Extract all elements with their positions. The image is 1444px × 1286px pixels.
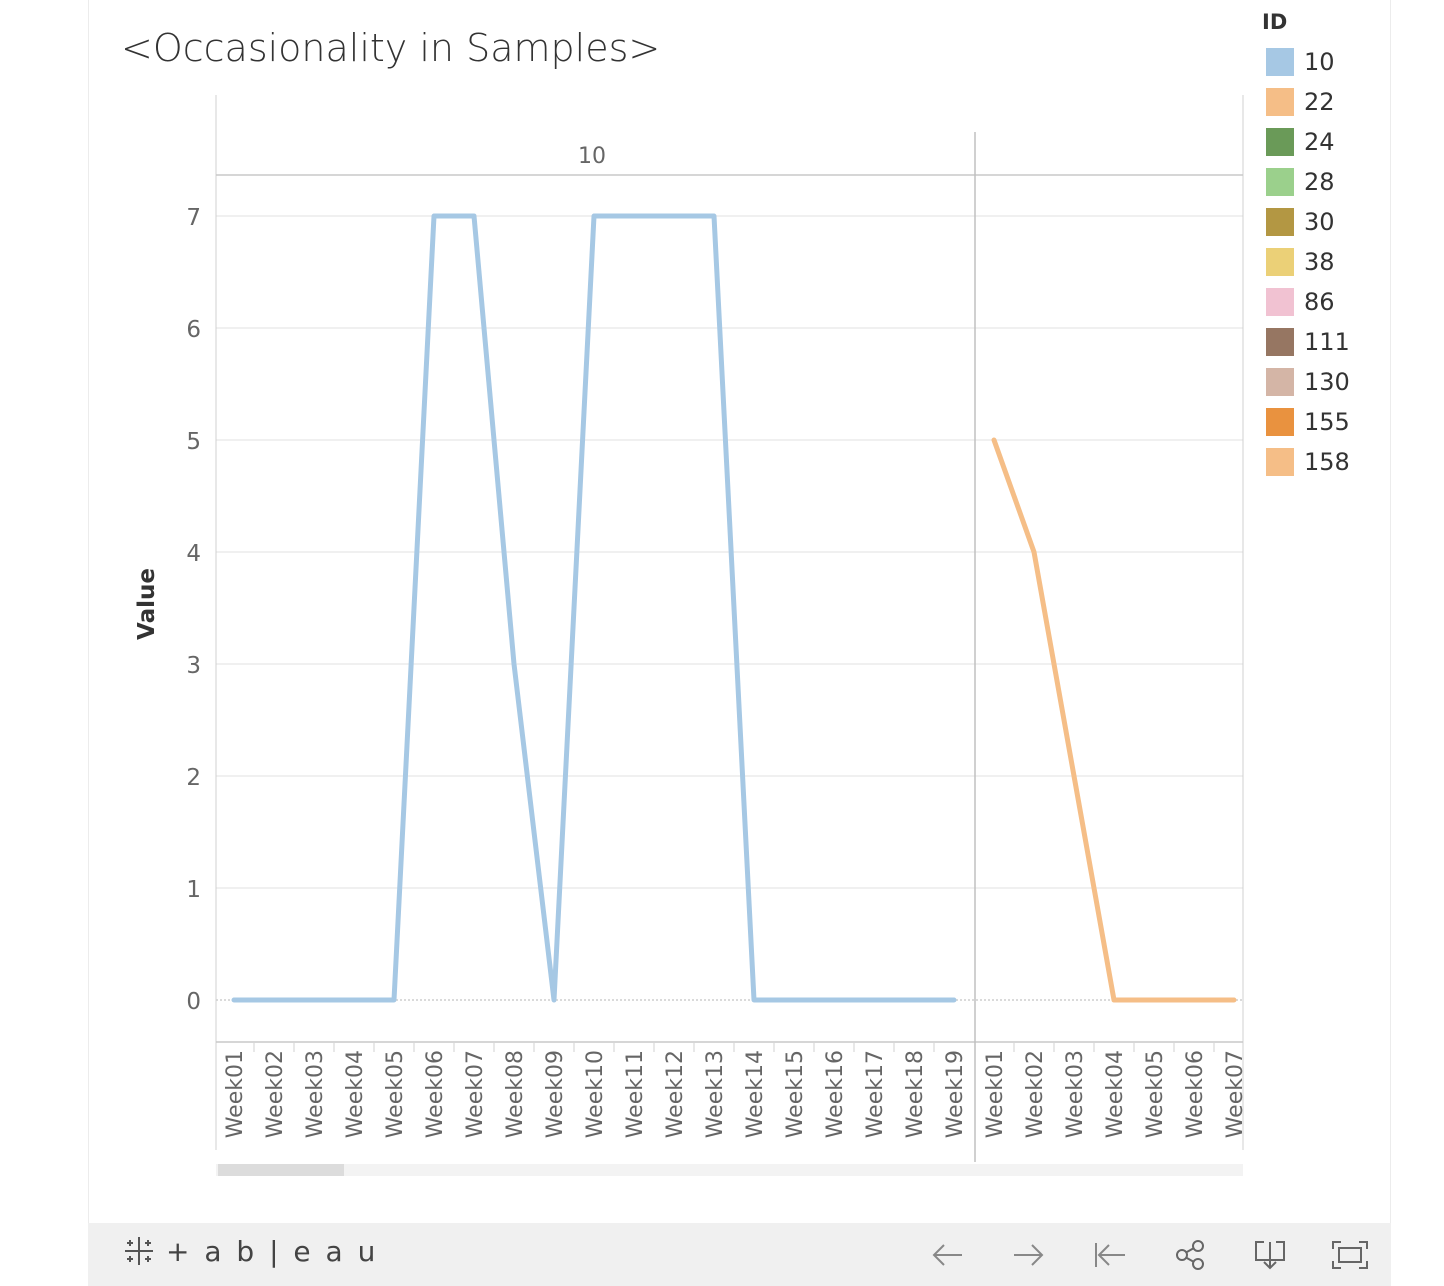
toolbar: + a b | e a u <box>88 1223 1391 1286</box>
y-tick-label: 0 <box>186 989 201 1015</box>
legend-label: 30 <box>1304 208 1335 236</box>
share-button[interactable] <box>1168 1233 1212 1277</box>
legend-swatch <box>1266 448 1294 476</box>
series-line-10 <box>231 213 957 1003</box>
x-tick-label: Week04 <box>343 1050 368 1138</box>
legend-swatch <box>1266 328 1294 356</box>
x-tick-label: Week06 <box>423 1050 448 1138</box>
y-tick-label: 4 <box>186 541 201 567</box>
download-button[interactable] <box>1248 1233 1292 1277</box>
legend-swatch <box>1266 248 1294 276</box>
legend-item[interactable]: 10 <box>1260 42 1350 82</box>
scrollbar-track <box>216 1164 1243 1176</box>
legend-item[interactable]: 111 <box>1260 322 1350 362</box>
y-tick-label: 6 <box>186 317 201 343</box>
x-tick-label: Week01 <box>983 1050 1008 1138</box>
revert-button[interactable] <box>1088 1233 1132 1277</box>
legend-swatch <box>1266 288 1294 316</box>
line-chart[interactable]: 0 1 2 3 4 5 6 7 Value 10 Week01 Week02 Week03 Week04 W… <box>0 0 1444 1200</box>
legend-swatch <box>1266 128 1294 156</box>
legend-label: 22 <box>1304 88 1335 116</box>
legend-swatch <box>1266 368 1294 396</box>
tableau-cross-icon <box>125 1237 153 1265</box>
x-tick-label: Week05 <box>383 1050 408 1138</box>
legend-label: 24 <box>1304 128 1335 156</box>
legend-item[interactable]: 158 <box>1260 442 1350 482</box>
legend-label: 86 <box>1304 288 1335 316</box>
arrow-left-icon <box>932 1244 962 1266</box>
x-tick-label: Week04 <box>1103 1050 1128 1138</box>
legend-item[interactable]: 130 <box>1260 362 1350 402</box>
legend-swatch <box>1266 168 1294 196</box>
legend-item[interactable]: 30 <box>1260 202 1350 242</box>
legend-item[interactable]: 86 <box>1260 282 1350 322</box>
pane-header: 10 <box>578 144 606 169</box>
tableau-logo[interactable]: + a b | e a u <box>122 1234 378 1268</box>
x-tick-label: Week18 <box>903 1050 928 1138</box>
x-tick-label: Week14 <box>743 1050 768 1138</box>
x-tick-label: Week09 <box>543 1050 568 1138</box>
arrow-right-icon <box>1014 1244 1044 1266</box>
fullscreen-button[interactable] <box>1328 1233 1372 1277</box>
x-tick-label: Week17 <box>863 1050 888 1138</box>
legend-label: 10 <box>1304 48 1335 76</box>
legend-label: 38 <box>1304 248 1335 276</box>
legend-title: ID <box>1262 10 1288 34</box>
y-tick-label: 2 <box>186 765 201 791</box>
x-tick-label: Week01 <box>223 1050 248 1138</box>
y-tick-label: 7 <box>186 205 201 231</box>
legend-label: 28 <box>1304 168 1335 196</box>
x-tick-label: Week07 <box>463 1050 488 1138</box>
y-tick-label: 1 <box>186 877 201 903</box>
viz-container <box>88 0 1391 1286</box>
x-tick-label: Week02 <box>263 1050 288 1138</box>
legend-item[interactable]: 22 <box>1260 82 1350 122</box>
download-icon <box>1255 1241 1285 1270</box>
legend-item[interactable]: 38 <box>1260 242 1350 282</box>
legend-label: 111 <box>1304 328 1350 356</box>
legend-swatch <box>1266 408 1294 436</box>
x-tick-label: Week13 <box>703 1050 728 1138</box>
redo-button[interactable] <box>1006 1233 1050 1277</box>
chart-title: <Occasionality in Samples> <box>121 26 661 70</box>
legend-item[interactable]: 28 <box>1260 162 1350 202</box>
legend-label: 158 <box>1304 448 1350 476</box>
legend-label: 155 <box>1304 408 1350 436</box>
legend-swatch <box>1266 48 1294 76</box>
series-line-22 <box>991 437 1237 1003</box>
legend: ID 10 22 24 28 30 38 86 111 130 155 158 <box>1260 10 1350 482</box>
x-tick-label: Week12 <box>663 1050 688 1138</box>
tableau-wordmark: + a b | e a u <box>166 1234 379 1268</box>
x-tick-label: Week05 <box>1143 1050 1168 1138</box>
x-tick-label: Week06 <box>1183 1050 1208 1138</box>
fullscreen-icon <box>1332 1241 1368 1269</box>
y-tick-label: 3 <box>186 653 201 679</box>
undo-button[interactable] <box>926 1233 970 1277</box>
scrollbar-thumb[interactable] <box>218 1164 344 1176</box>
legend-item[interactable]: 155 <box>1260 402 1350 442</box>
legend-label: 130 <box>1304 368 1350 396</box>
x-tick-label: Week10 <box>583 1050 608 1138</box>
legend-item[interactable]: 24 <box>1260 122 1350 162</box>
y-axis-title: Value <box>134 568 160 640</box>
revert-icon <box>1095 1243 1125 1267</box>
x-tick-label: Week16 <box>823 1050 848 1138</box>
x-tick-label: Week02 <box>1023 1050 1048 1138</box>
legend-swatch <box>1266 208 1294 236</box>
share-icon <box>1176 1240 1204 1270</box>
x-tick-label: Week08 <box>503 1050 528 1138</box>
y-tick-label: 5 <box>186 429 201 455</box>
x-tick-label: Week15 <box>783 1050 808 1138</box>
x-tick-label: Week07 <box>1223 1050 1248 1138</box>
x-tick-label: Week11 <box>623 1050 648 1138</box>
x-tick-label: Week19 <box>943 1050 968 1138</box>
legend-swatch <box>1266 88 1294 116</box>
x-tick-label: Week03 <box>303 1050 328 1138</box>
x-tick-label: Week03 <box>1063 1050 1088 1138</box>
